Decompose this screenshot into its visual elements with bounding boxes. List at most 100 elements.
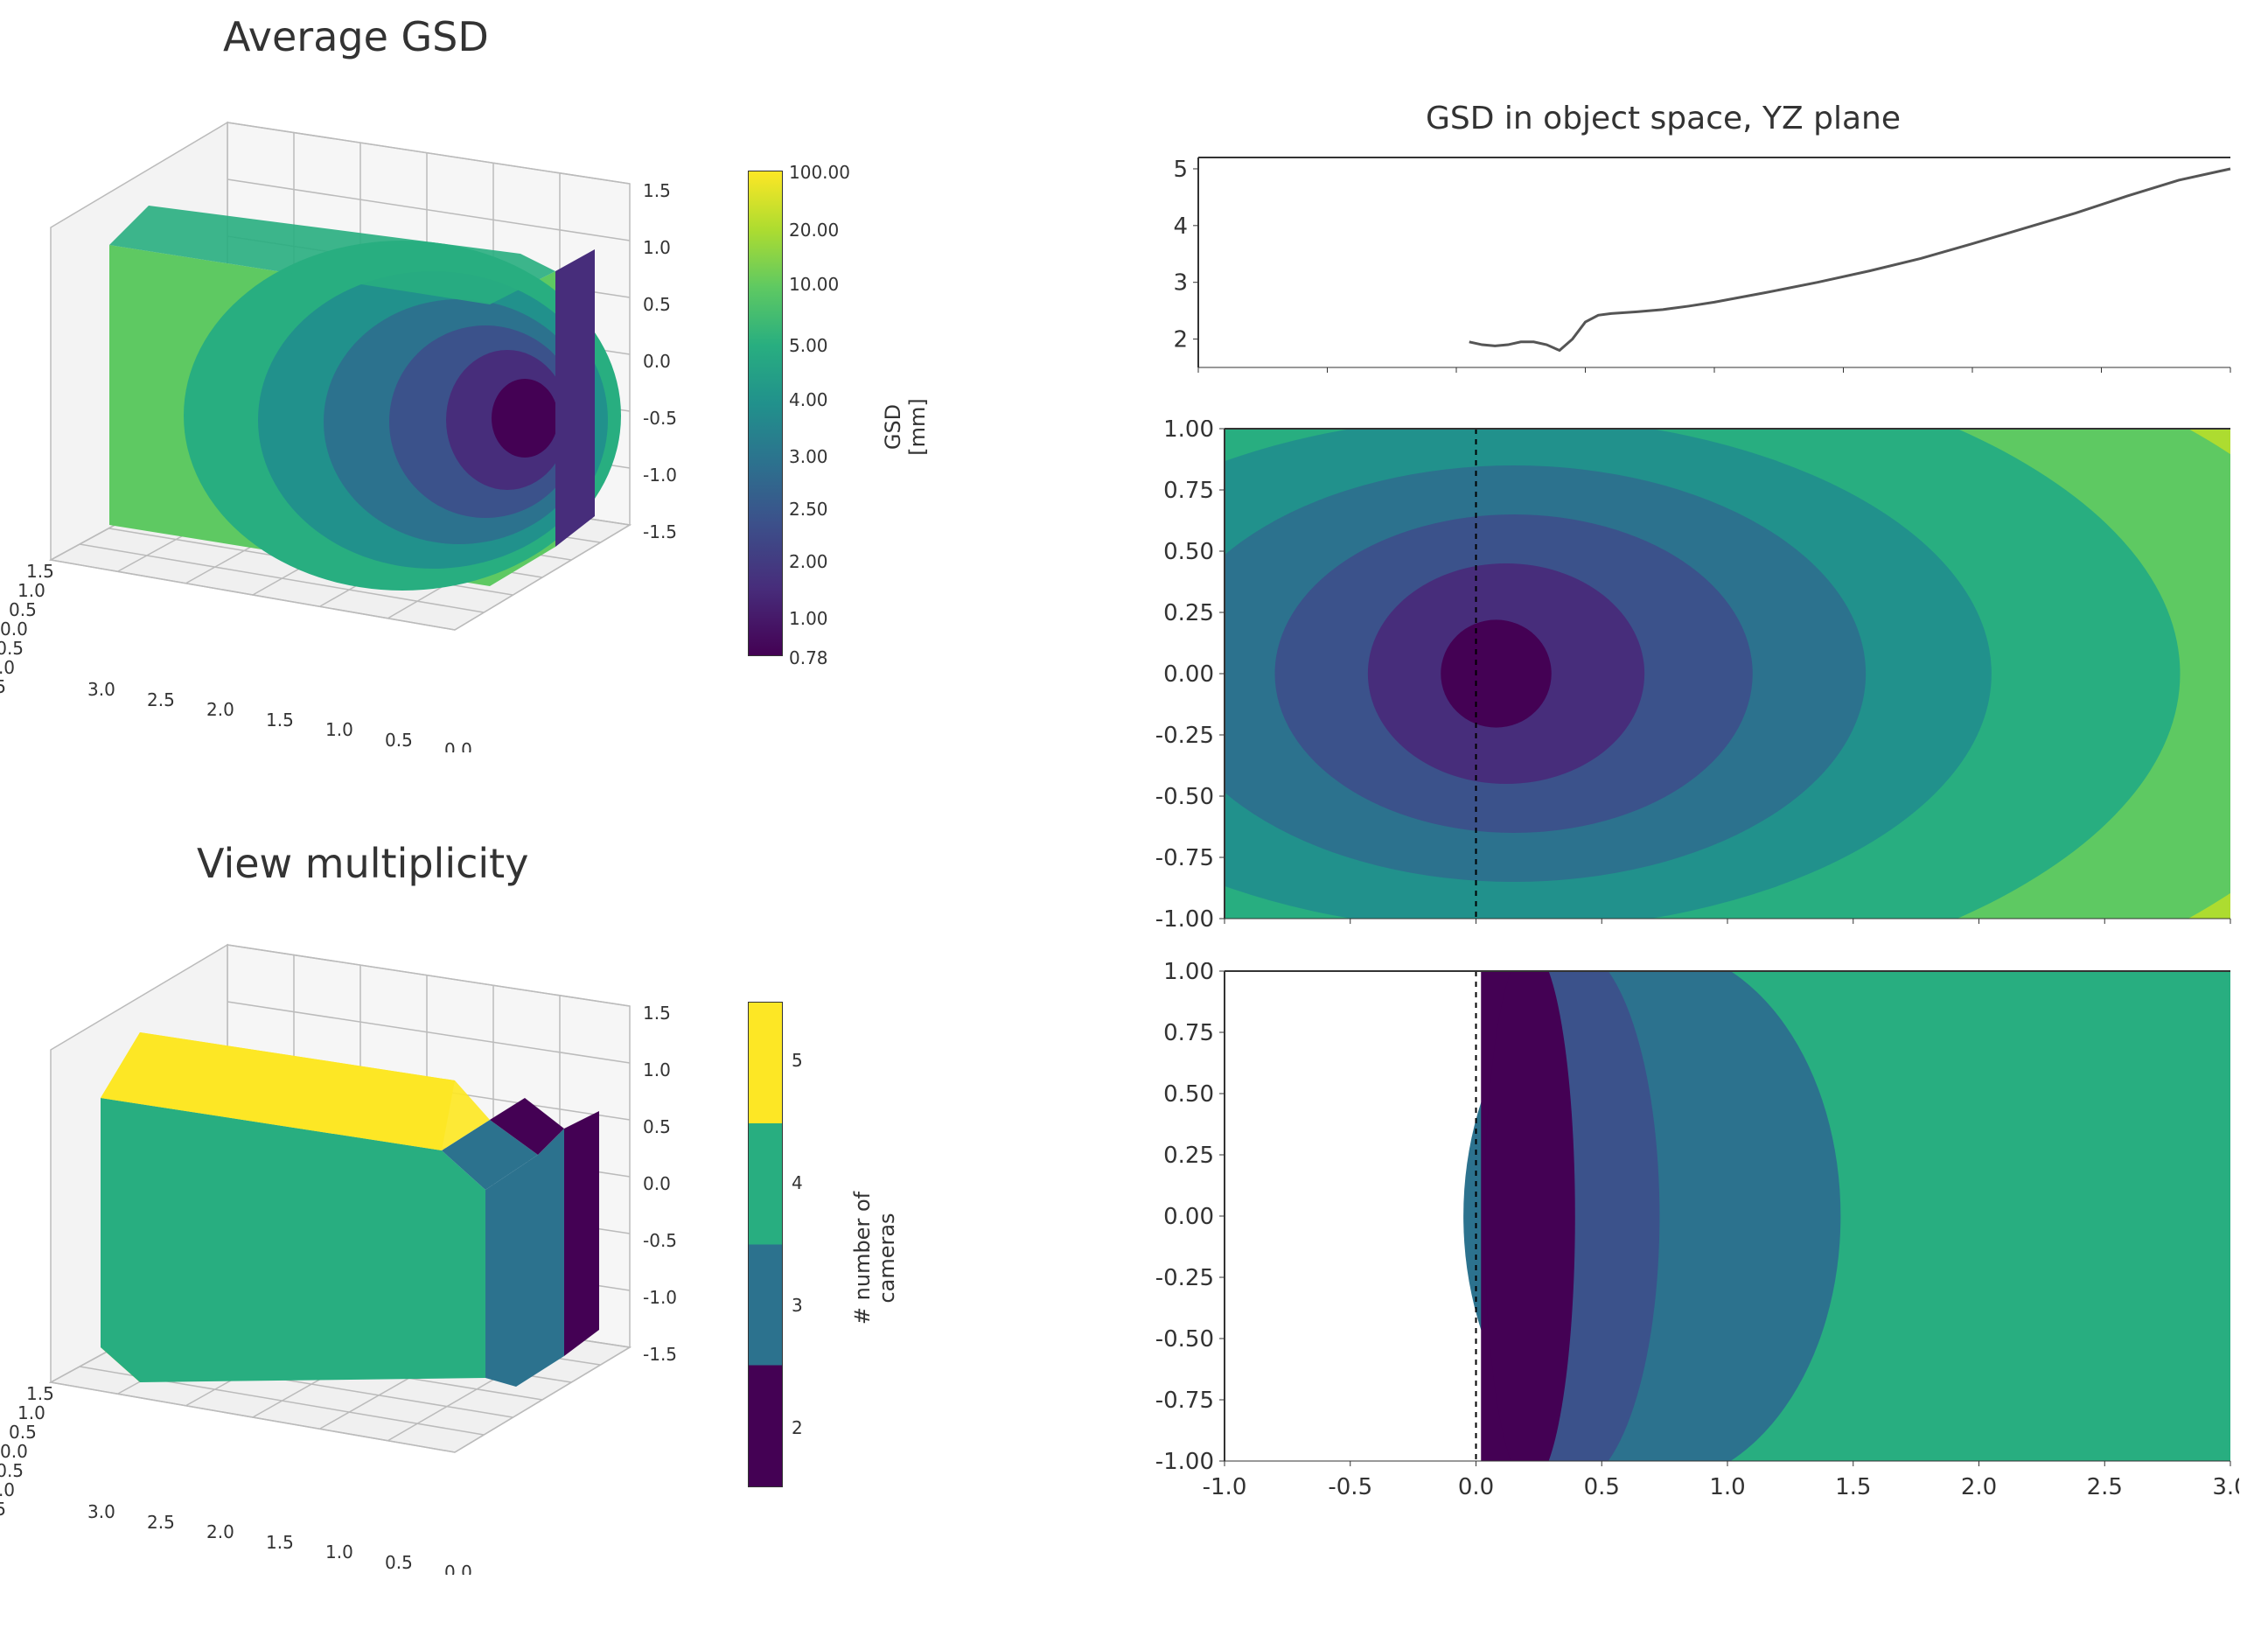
cbtick: 2 (792, 1417, 803, 1438)
svg-text:3.0: 3.0 (87, 1501, 115, 1522)
svg-text:0.0: 0.0 (444, 1562, 472, 1575)
right-title: GSD in object space, YZ plane (1426, 101, 1901, 136)
svg-text:-0.75: -0.75 (1155, 845, 1214, 871)
svg-text:0.5: 0.5 (643, 294, 671, 315)
top-line-svg: 2345 (1146, 149, 2239, 394)
cbtick: 4 (792, 1172, 803, 1193)
svg-text:2.5: 2.5 (2087, 1474, 2123, 1500)
svg-text:1.5: 1.5 (26, 561, 54, 582)
svg-text:0.5: 0.5 (643, 1116, 671, 1137)
svg-text:-0.5: -0.5 (643, 408, 677, 429)
cbtick: 5 (792, 1050, 803, 1071)
svg-text:2.0: 2.0 (206, 699, 234, 720)
cbtick: 0.78 (789, 647, 828, 668)
svg-text:0.0: 0.0 (0, 619, 28, 640)
svg-text:-1.0: -1.0 (0, 1479, 15, 1500)
svg-text:2.0: 2.0 (206, 1521, 234, 1542)
svg-text:2.5: 2.5 (147, 1512, 175, 1533)
svg-text:1.5: 1.5 (266, 710, 294, 731)
svg-text:0.0: 0.0 (444, 739, 472, 752)
svg-text:5: 5 (1173, 157, 1188, 183)
mult3d-colorbar-label: # number of cameras (850, 1144, 899, 1372)
cbtick: 1.00 (789, 608, 828, 629)
svg-text:-1.0: -1.0 (643, 1287, 677, 1308)
svg-text:3.0: 3.0 (2212, 1474, 2239, 1500)
svg-text:-0.5: -0.5 (643, 1230, 677, 1251)
svg-text:1.5: 1.5 (643, 180, 671, 201)
mid-svg: -1.00 -0.75 -0.50 -0.25 0.00 0.25 0.50 0.75 1.00 (1146, 420, 2239, 936)
svg-text:1.0: 1.0 (1709, 1474, 1745, 1500)
svg-text:0.50: 0.50 (1163, 539, 1214, 565)
mult3d-colorbar (748, 1002, 783, 1487)
svg-text:1.0: 1.0 (325, 719, 353, 740)
svg-text:1.0: 1.0 (643, 237, 671, 258)
cbtick: 100.00 (789, 162, 850, 183)
gsd3d-colorbar (748, 171, 783, 656)
svg-text:-0.50: -0.50 (1155, 784, 1214, 810)
svg-text:0.5: 0.5 (385, 730, 413, 751)
svg-text:0.5: 0.5 (9, 599, 37, 620)
svg-text:1.00: 1.00 (1163, 962, 1214, 985)
svg-text:1.00: 1.00 (1163, 420, 1214, 443)
svg-text:1.5: 1.5 (643, 1003, 671, 1024)
mult3d-title: View multiplicity (197, 840, 528, 887)
cbtick: 20.00 (789, 220, 839, 241)
svg-text:0.0: 0.0 (0, 1441, 28, 1462)
svg-text:-0.5: -0.5 (0, 638, 24, 659)
svg-text:0.00: 0.00 (1163, 1204, 1214, 1230)
svg-text:1.0: 1.0 (643, 1059, 671, 1080)
gsd3d-colorbar-label: GSD [mm] (881, 374, 930, 479)
svg-text:-1.5: -1.5 (643, 521, 677, 542)
cbtick: 5.00 (789, 335, 828, 356)
cbtick: 4.00 (789, 389, 828, 410)
svg-text:-1.00: -1.00 (1155, 1449, 1214, 1475)
svg-text:1.5: 1.5 (26, 1383, 54, 1404)
svg-text:-1.0: -1.0 (1203, 1474, 1247, 1500)
gsd3d-title: Average GSD (223, 13, 489, 60)
svg-text:0.5: 0.5 (1584, 1474, 1620, 1500)
svg-text:0.75: 0.75 (1163, 478, 1214, 504)
svg-text:3.0: 3.0 (87, 679, 115, 700)
svg-text:0.0: 0.0 (1458, 1474, 1494, 1500)
svg-text:-1.00: -1.00 (1155, 906, 1214, 933)
svg-text:-0.50: -0.50 (1155, 1326, 1214, 1353)
svg-text:0.00: 0.00 (1163, 661, 1214, 688)
cbtick: 10.00 (789, 274, 839, 295)
mult3d-panel: 1.5 1.0 0.5 0.0 -0.5 -1.0 -1.5 3.0 2.5 2… (0, 892, 787, 1575)
svg-text:0.50: 0.50 (1163, 1081, 1214, 1108)
svg-text:0.25: 0.25 (1163, 1143, 1214, 1169)
bot-svg: -1.00-0.75-0.50-0.250.000.250.500.751.00… (1146, 962, 2239, 1522)
mid-contour-panel: -1.00 -0.75 -0.50 -0.25 0.00 0.25 0.50 0.75 1.00 (1146, 420, 2239, 936)
svg-text:-0.25: -0.25 (1155, 723, 1214, 749)
svg-text:1.0: 1.0 (17, 1402, 45, 1423)
svg-text:2.0: 2.0 (1961, 1474, 1997, 1500)
svg-text:-0.5: -0.5 (0, 1460, 24, 1481)
svg-text:0.75: 0.75 (1163, 1020, 1214, 1046)
svg-text:1.0: 1.0 (17, 580, 45, 601)
svg-text:-0.5: -0.5 (1328, 1474, 1372, 1500)
svg-text:-0.75: -0.75 (1155, 1388, 1214, 1414)
cbtick: 3.00 (789, 446, 828, 467)
svg-text:-0.25: -0.25 (1155, 1265, 1214, 1291)
svg-text:-1.0: -1.0 (643, 465, 677, 486)
svg-text:1.5: 1.5 (1835, 1474, 1871, 1500)
svg-text:0.5: 0.5 (9, 1422, 37, 1443)
bottom-bands-panel: -1.00-0.75-0.50-0.250.000.250.500.751.00… (1146, 962, 2239, 1522)
svg-text:0.0: 0.0 (643, 1173, 671, 1194)
svg-text:0.5: 0.5 (385, 1552, 413, 1573)
svg-text:0.25: 0.25 (1163, 600, 1214, 626)
svg-text:-1.0: -1.0 (0, 657, 15, 678)
svg-text:-1.5: -1.5 (643, 1344, 677, 1365)
svg-text:-1.5: -1.5 (0, 676, 6, 697)
svg-text:2.5: 2.5 (147, 689, 175, 710)
svg-text:3: 3 (1173, 270, 1188, 297)
top-line-panel: 2345 (1146, 149, 2239, 394)
gsd3d-panel: 1.5 1.0 0.5 0.0 -0.5 -1.0 -1.5 3.0 2.5 2… (0, 70, 787, 752)
svg-text:0.0: 0.0 (643, 351, 671, 372)
cbtick: 3 (792, 1295, 803, 1316)
cbtick: 2.50 (789, 499, 828, 520)
svg-text:4: 4 (1173, 213, 1188, 240)
svg-text:1.0: 1.0 (325, 1542, 353, 1563)
svg-text:-1.5: -1.5 (0, 1499, 6, 1520)
svg-text:1.5: 1.5 (266, 1532, 294, 1553)
